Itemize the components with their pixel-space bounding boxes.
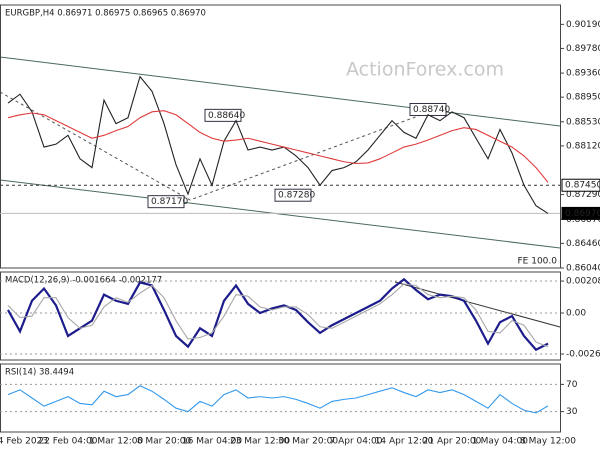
x-tick-label: 30 Mar 20:00 [278,437,338,447]
annotation-box [274,188,312,202]
channel-upper [0,56,561,127]
x-tick-label: 1 May 04:00 [472,437,528,447]
panel-title: EURGBP,H4 0.86971 0.86975 0.86965 0.8697… [5,9,206,19]
y-tick-label: 0.87290 [566,190,600,200]
y-tick-label: 30 [566,407,578,417]
level-label: 0.86970 [565,209,600,219]
annotation-label: 0.88640 [208,111,245,121]
x-tick-label: 14 Feb 2023 [0,437,48,447]
series-line [7,110,549,183]
annotation-label: 0.87170 [151,197,188,207]
series-line [7,75,549,214]
y-tick-label: 0.88530 [566,117,600,127]
macd-trendline [394,281,561,328]
y-tick-label: 0.86040 [566,264,600,274]
x-tick-label: 8 Mar 20:00 [137,437,192,447]
level-box [561,178,600,192]
fib-line [0,91,441,201]
series-line [7,277,549,352]
y-tick-label: 0.00 [566,309,586,319]
level-label: 0.87450 [565,181,600,191]
x-tick-label: 14 Apr 12:00 [375,437,434,447]
x-tick-label: 22 Feb 04:00 [38,437,97,447]
y-tick-label: 0.89360 [566,69,600,79]
y-tick-label: 0.88950 [566,93,600,103]
series-line [7,385,549,414]
y-tick-label: 0.90190 [566,20,600,30]
x-tick-label: 16 Mar 04:00 [182,437,242,447]
x-tick-label: 7 Apr 04:00 [330,437,383,447]
watermark: ActionForex.com [346,59,504,81]
panel-title: MACD(12,26,9) -0.001664 -0.002177 [5,276,162,286]
annotation-box [204,108,242,122]
x-tick-label: 21 Apr 20:00 [423,437,482,447]
y-tick-label: 0.89780 [566,44,600,54]
annotation-label: 0.87280 [278,191,315,201]
x-tick-label: 8 May 12:00 [520,437,576,447]
y-tick-label: -0.002679 [566,350,600,360]
panel-frame [0,271,561,361]
panel-frame [0,363,561,433]
y-tick-label: 0.002088 [566,277,600,287]
annotation-label: 0.88740 [413,105,450,115]
x-tick-label: 1 Mar 12:00 [89,437,144,447]
channel-lower [0,179,561,249]
level-box [561,206,600,220]
x-tick-label: 23 Mar 12:00 [230,437,290,447]
panel-title: RSI(14) 38.4494 [5,368,74,378]
note: FE 100.0 [518,257,558,267]
y-tick-label: 70 [566,380,578,390]
y-tick-label: 0.86460 [566,239,600,249]
y-tick-label: 0.88120 [566,141,600,151]
series-line [7,283,549,348]
panel-frame [0,4,561,269]
annotation-box [147,195,185,209]
